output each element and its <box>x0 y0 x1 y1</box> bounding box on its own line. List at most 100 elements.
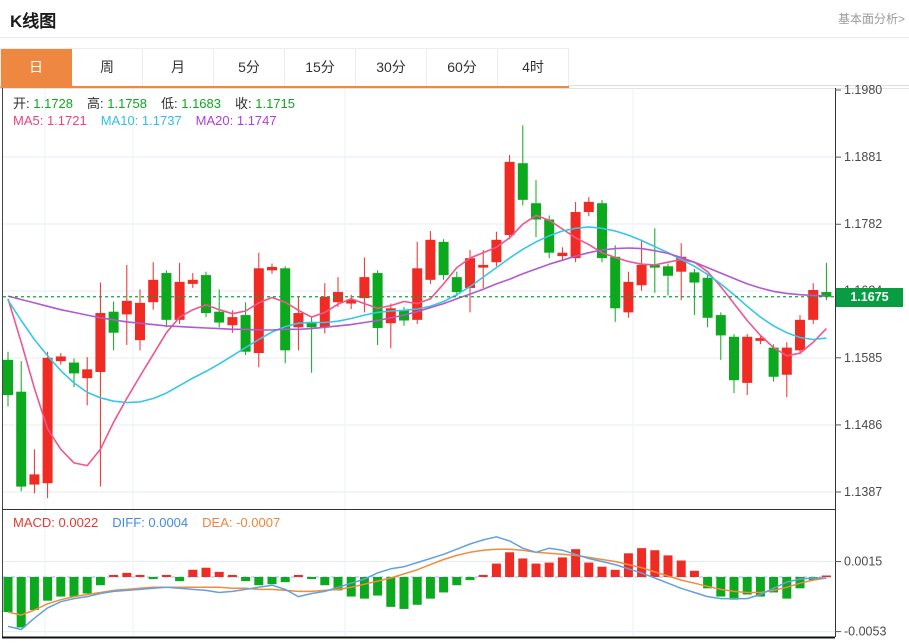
candle[interactable] <box>253 252 264 368</box>
candle[interactable] <box>3 351 13 407</box>
macd-bar <box>109 574 119 577</box>
candle-body <box>306 321 317 328</box>
candle[interactable] <box>135 289 145 351</box>
candle[interactable] <box>29 449 40 494</box>
candle-body <box>531 203 541 220</box>
candle[interactable] <box>42 351 53 499</box>
candle-body <box>570 212 581 259</box>
macd-item: DEA: -0.0007 <box>202 515 281 530</box>
ohlc-item: 开: 1.1728 <box>13 96 73 111</box>
candle[interactable] <box>808 283 819 324</box>
tab-day[interactable]: 日 <box>1 49 72 86</box>
candle[interactable] <box>478 250 489 288</box>
candle[interactable] <box>795 315 805 355</box>
candle[interactable] <box>491 231 502 267</box>
candle[interactable] <box>108 301 119 351</box>
candle-body <box>689 272 700 283</box>
candle-body <box>702 277 713 318</box>
tab-60min[interactable]: 60分 <box>427 49 498 86</box>
candle[interactable] <box>742 334 753 396</box>
macd-bar <box>637 548 647 577</box>
candle-body <box>742 336 753 383</box>
timeframe-tabs: 日周月 5分 15分 30分 60分 4时 <box>0 48 569 88</box>
candle[interactable] <box>676 243 687 301</box>
candle-body <box>280 268 291 351</box>
candle[interactable] <box>161 270 172 328</box>
fundamental-analysis-link[interactable]: 基本面分析> <box>837 12 905 26</box>
candle-body <box>795 319 805 351</box>
candle[interactable] <box>55 353 66 365</box>
candle-body <box>95 313 106 373</box>
candle-body <box>649 264 660 268</box>
candle[interactable] <box>649 228 660 293</box>
tab-5min[interactable]: 5分 <box>214 49 285 86</box>
macd-bar <box>571 549 581 577</box>
axis-label: 1.1782 <box>844 217 882 231</box>
ma20-line <box>7 247 827 331</box>
candle[interactable] <box>531 180 541 238</box>
candle[interactable] <box>768 344 779 382</box>
macd-bar <box>214 571 224 577</box>
candle[interactable] <box>174 262 185 324</box>
candle[interactable] <box>583 197 594 217</box>
tab-4hour[interactable]: 4时 <box>498 49 569 86</box>
candle[interactable] <box>438 239 449 280</box>
candle[interactable] <box>517 125 528 206</box>
macd-bar <box>188 569 198 577</box>
candle[interactable] <box>663 263 673 296</box>
axis-label: 1.1881 <box>844 150 882 164</box>
candle[interactable] <box>280 266 291 364</box>
current-price-badge: 1.1675 <box>836 288 903 307</box>
ma-item: MA20: 1.1747 <box>195 113 277 128</box>
candle[interactable] <box>412 241 423 324</box>
diff-line <box>7 536 827 631</box>
candle[interactable] <box>187 273 198 288</box>
candle-body <box>121 300 132 315</box>
candle-body <box>583 201 594 213</box>
candle[interactable] <box>504 155 515 240</box>
candle[interactable] <box>425 231 436 284</box>
ohlc-item: 高: 1.1758 <box>87 96 147 111</box>
candle[interactable] <box>333 277 343 307</box>
macd-bar <box>254 577 264 586</box>
macd-bar <box>755 577 765 597</box>
candle[interactable] <box>82 357 93 406</box>
candle-body <box>412 268 423 320</box>
candle-body <box>174 281 185 320</box>
macd-bar <box>148 577 158 580</box>
candle[interactable] <box>214 289 225 328</box>
candle[interactable] <box>821 262 832 301</box>
candle[interactable] <box>121 264 132 345</box>
candle[interactable] <box>689 268 700 316</box>
candle[interactable] <box>201 271 211 318</box>
candle[interactable] <box>16 361 27 492</box>
candle[interactable] <box>623 271 634 318</box>
tab-month[interactable]: 月 <box>143 49 214 86</box>
candle[interactable] <box>148 262 159 310</box>
macd-bar <box>16 577 26 628</box>
tab-15min[interactable]: 15分 <box>285 49 356 86</box>
tab-30min[interactable]: 30分 <box>356 49 427 86</box>
candle[interactable] <box>636 239 647 291</box>
candle-body <box>3 359 13 396</box>
candle[interactable] <box>715 312 726 360</box>
tab-week[interactable]: 周 <box>72 49 143 86</box>
macd-bar <box>703 577 713 589</box>
candle-body <box>135 302 145 341</box>
candle[interactable] <box>267 263 277 274</box>
candle-body <box>385 308 396 324</box>
candle-body <box>781 347 792 375</box>
candle[interactable] <box>306 317 317 373</box>
candle[interactable] <box>557 247 568 261</box>
candle[interactable] <box>95 282 106 487</box>
candle[interactable] <box>781 342 792 398</box>
candle[interactable] <box>465 250 475 313</box>
candle[interactable] <box>755 335 766 345</box>
macd-bar <box>43 577 53 601</box>
candle[interactable] <box>729 334 739 394</box>
candle[interactable] <box>570 201 581 263</box>
candle[interactable] <box>702 274 713 328</box>
candle[interactable] <box>451 271 462 297</box>
